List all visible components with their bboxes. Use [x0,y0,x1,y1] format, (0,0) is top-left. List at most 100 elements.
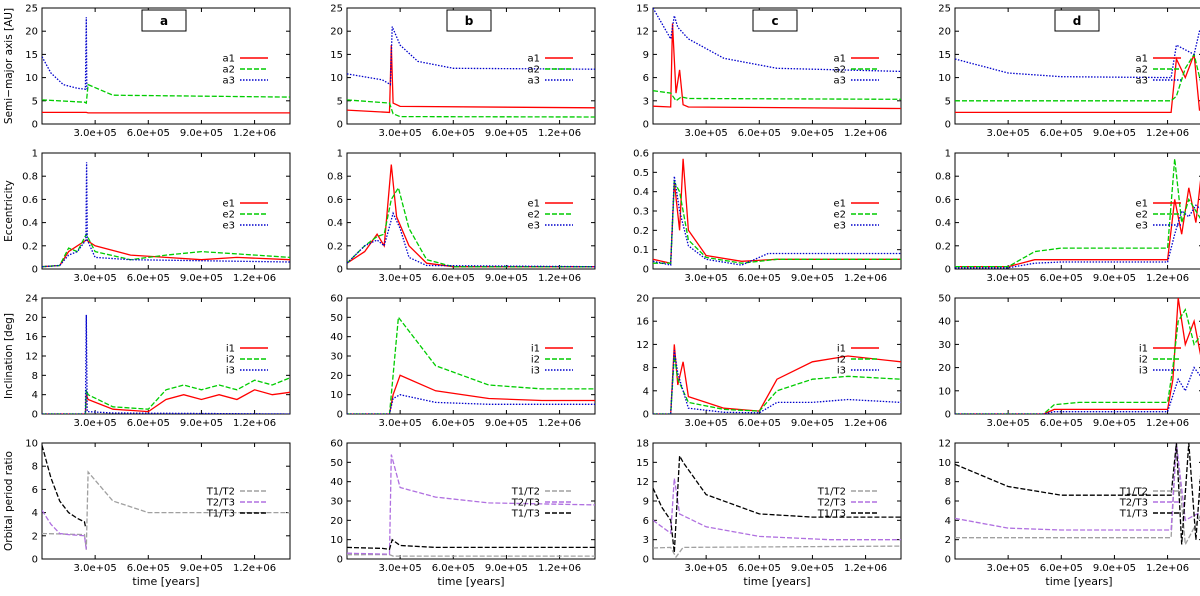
legend-label: i2 [226,355,235,366]
legend-label: T1/T3 [817,509,846,520]
x-tick-label: 6.0e+05 [127,273,170,284]
legend-label: a3 [223,76,236,87]
x-tick-label: 1.2e+06 [844,563,887,574]
panel-b-per: 0 10 20 30 40 50 60 3.0e+05 6.0e+05 9.0e+05 1.2e+0… [330,439,596,588]
y-tick-label: 0.8 [22,172,38,183]
series-line-t1-t2 [42,470,290,550]
x-tick-label: 6.0e+05 [432,273,475,284]
legend-label: e1 [833,199,846,210]
legend-label: T1/T2 [511,487,540,498]
y-tick-label: 0 [337,120,343,131]
x-tick-label: 6.0e+05 [432,128,475,139]
series-line-e3 [42,162,290,268]
x-tick-label: 6.0e+05 [738,418,781,429]
panel-title: d [1073,14,1082,28]
y-tick-label: 0 [945,120,951,131]
y-tick-label: 1 [32,149,38,160]
series-line-a2 [347,99,595,118]
y-tick-label: 0.6 [935,195,951,206]
x-tick-label: 6.0e+05 [738,273,781,284]
y-tick-label: 0 [643,410,649,421]
y-tick-label: 12 [636,340,649,351]
y-tick-label: 60 [330,439,343,450]
y-tick-label: 20 [330,27,343,38]
x-axis-label: time [years] [1045,575,1112,588]
series-line-e1 [42,239,290,268]
x-tick-label: 1.2e+06 [538,273,581,284]
y-tick-label: 20 [330,371,343,382]
x-tick-label: 9.0e+05 [180,273,223,284]
plot-frame [652,297,902,415]
legend-label: T2/T3 [817,498,846,509]
x-tick-label: 3.0e+05 [685,128,728,139]
legend-label: i3 [531,366,540,377]
y-tick-label: 0 [643,555,649,566]
panel-title-box [141,9,187,32]
y-tick-label: 15 [25,50,38,61]
y-tick-label: 10 [330,390,343,401]
y-tick-label: 20 [25,313,38,324]
y-axis-label: Eccentricity [3,180,15,242]
y-tick-label: 10 [330,535,343,546]
plot-frame [346,297,596,415]
x-tick-label: 9.0e+05 [180,128,223,139]
panel-title: c [771,14,778,28]
series-line-i2 [42,377,290,414]
y-tick-label: 0.6 [633,149,649,160]
plot-frame [41,442,291,560]
x-tick-label: 9.0e+05 [485,563,528,574]
legend-label: e3 [833,221,846,232]
legend-label: e2 [1135,210,1148,221]
x-tick-label: 9.0e+05 [791,273,834,284]
y-tick-label: 15 [636,458,649,469]
y-tick-label: 0 [643,120,649,131]
x-tick-label: 1.2e+06 [1146,418,1189,429]
panel-c: 0 3 6 9 12 15 3.0e+05 6.0e+05 9.0e+05 1.2e+06 a1a2… [636,4,902,139]
legend-label: i2 [1139,355,1148,366]
panel-a: 0 5 10 15 20 25 3.0e+05 6.0e+05 9.0e+05 1.2e+06 a1… [25,4,291,139]
y-tick-label: 25 [330,4,343,15]
x-tick-label: 6.0e+05 [432,418,475,429]
y-tick-label: 5 [337,96,343,107]
series-line-e3 [955,204,1200,269]
y-tick-label: 16 [25,332,38,343]
series-line-t2-t3 [955,443,1200,531]
y-tick-label: 20 [636,294,649,305]
series-line-a3 [653,8,901,73]
plot-frame [346,152,596,270]
legend-label: e2 [527,210,540,221]
plot-frame [954,442,1200,560]
series-line-i2 [347,315,595,414]
x-tick-label: 6.0e+05 [127,418,170,429]
x-tick-label: 1.2e+06 [538,128,581,139]
series-line-e2 [653,179,901,264]
series-line-a1 [347,45,595,114]
legend-label: i1 [531,344,540,355]
series-line-a1 [42,111,290,114]
x-tick-label: 9.0e+05 [485,128,528,139]
y-tick-label: 6 [643,73,649,84]
plot-frame [652,7,902,125]
series-line-a3 [42,17,88,90]
y-tick-label: 0 [945,410,951,421]
x-tick-label: 1.2e+06 [1146,128,1189,139]
y-tick-label: 0 [945,555,951,566]
x-tick-label: 1.2e+06 [538,418,581,429]
legend-label: a2 [528,65,541,76]
legend-label: T1/T2 [817,487,846,498]
y-tick-label: 0 [337,410,343,421]
y-tick-label: 0 [32,555,38,566]
y-tick-label: 0.2 [327,241,343,252]
y-tick-label: 8 [643,363,649,374]
legend-label: a2 [1136,65,1149,76]
y-tick-label: 30 [938,340,951,351]
series-line-t2-t3 [653,478,901,541]
x-tick-label: 3.0e+05 [379,273,422,284]
y-tick-label: 0.4 [327,218,343,229]
legend-label: a1 [528,54,541,65]
panel-a-per: 0 2 4 6 8 10 3.0e+05 6.0e+05 9.0e+05 1.2e+06 T1/T2… [25,439,291,588]
x-tick-label: 1.2e+06 [233,563,276,574]
panel-d-ecc: 0 0.2 0.4 0.6 0.8 1 3.0e+05 6.0e+05 9.0e+05 1.2e+… [935,149,1200,284]
panel-b-ecc: 0 0.2 0.4 0.6 0.8 1 3.0e+05 6.0e+05 9.0e+05 1.2e+… [327,149,596,284]
y-tick-label: 2 [945,535,951,546]
